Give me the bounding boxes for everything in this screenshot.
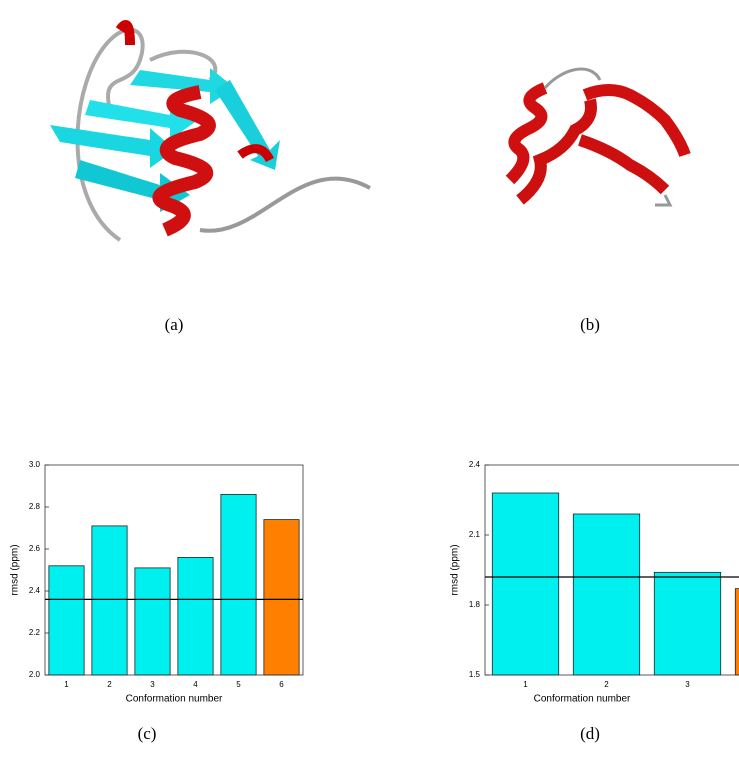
- panel-label: (b): [580, 315, 600, 334]
- y-tick-label: 2.4: [29, 586, 41, 595]
- figure: (a) (b) (c) (d) 1 2 3 4 5 6 2.0 2.2 2.4 2.6 2.8 3.0…: [0, 0, 739, 774]
- bar: [264, 520, 299, 675]
- bar: [573, 514, 639, 675]
- page: (a) (b) (c) (d) 1 2 3 4 5 6 2.0 2.2 2.4 2.6 2.8 3.0…: [0, 0, 739, 774]
- x-tick-label: 1: [523, 680, 528, 689]
- panel-label: (c): [138, 724, 157, 743]
- y-tick-label: 2.1: [469, 530, 481, 539]
- x-axis-title: Conformation number: [534, 694, 631, 705]
- x-tick-label: 3: [685, 680, 690, 689]
- panel-label: (d): [580, 724, 600, 743]
- y-axis-title: rmsd (ppm): [10, 544, 21, 595]
- x-tick-label: 2: [107, 680, 112, 689]
- bar: [654, 572, 720, 675]
- bar: [178, 557, 213, 675]
- y-tick-label: 1.5: [469, 670, 481, 679]
- y-tick-label: 2.0: [29, 670, 41, 679]
- y-tick-label: 2.2: [29, 628, 41, 637]
- x-tick-label: 4: [193, 680, 198, 689]
- bar: [735, 589, 739, 675]
- y-tick-label: 2.4: [469, 460, 481, 469]
- bar: [135, 568, 170, 675]
- x-tick-label: 5: [236, 680, 241, 689]
- panel-label: (a): [165, 315, 184, 334]
- y-tick-label: 3.0: [29, 460, 41, 469]
- x-tick-label: 1: [64, 680, 69, 689]
- protein-b: [510, 69, 685, 205]
- y-axis-title: rmsd (ppm): [450, 544, 461, 595]
- y-tick-label: 1.8: [469, 600, 481, 609]
- y-tick-label: 2.6: [29, 544, 41, 553]
- bar: [492, 493, 558, 675]
- protein-a: [50, 25, 370, 240]
- bar: [92, 526, 127, 675]
- x-tick-label: 3: [150, 680, 155, 689]
- bar: [49, 566, 84, 675]
- bar: [221, 494, 256, 675]
- x-axis-title: Conformation number: [126, 694, 223, 705]
- x-tick-label: 2: [604, 680, 609, 689]
- x-tick-label: 6: [279, 680, 284, 689]
- y-tick-label: 2.8: [29, 502, 41, 511]
